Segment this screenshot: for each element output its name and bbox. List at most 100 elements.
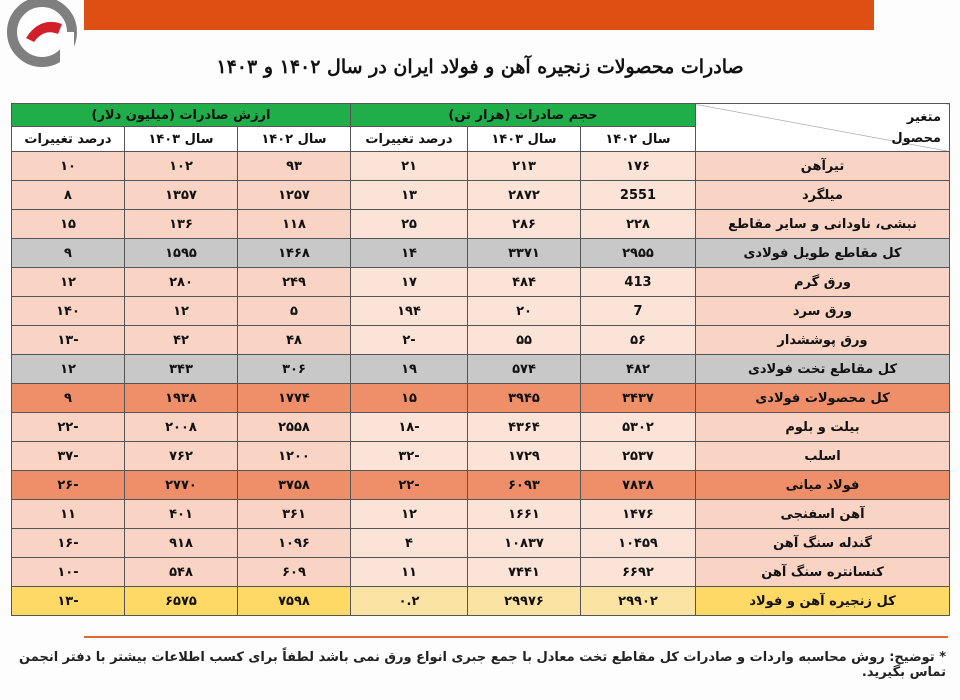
value-1402-cell: ۱۴۶۸: [237, 238, 351, 268]
volume-1403-cell: ۱۷۲۹: [467, 441, 581, 471]
corner-variable-label: متغیر: [906, 110, 941, 125]
value-change-cell: ۱۴۰: [11, 296, 125, 326]
volume-1403-cell: ۳۳۷۱: [467, 238, 581, 268]
value-1403-cell: ۳۴۳: [124, 354, 238, 384]
value-1402-cell: ۱۲۰۰: [237, 441, 351, 471]
volume-1402-cell: 2551: [580, 180, 696, 210]
table-row: کل مقاطع تخت فولادی ۴۸۲ ۵۷۴ ۱۹ ۳۰۶ ۳۴۳ ۱۲: [11, 354, 950, 384]
volume-1402-cell: ۷۸۳۸: [580, 470, 696, 500]
volume-1402-cell: ۱۰۴۵۹: [580, 528, 696, 558]
product-name-cell: نبشی، ناودانی و سایر مقاطع: [695, 209, 950, 239]
export-table: متغیر محصول حجم صادرات (هزار تن) ارزش صا…: [11, 103, 950, 616]
volume-1402-cell: ۳۴۳۷: [580, 383, 696, 413]
volume-1403-cell: ۵۷۴: [467, 354, 581, 384]
volume-1403-cell: ۲۸۶: [467, 209, 581, 239]
volume-1402-cell: ۲۹۹۰۲: [580, 586, 696, 616]
value-change-cell: ۱۲: [11, 267, 125, 297]
volume-1402-cell: ۵۶: [580, 325, 696, 355]
value-1403-cell: ۹۱۸: [124, 528, 238, 558]
value-1403-cell: ۱۳۶: [124, 209, 238, 239]
volume-1403-cell: ۲۸۷۲: [467, 180, 581, 210]
volume-1402-cell: ۲۲۸: [580, 209, 696, 239]
footnote: * توضیح: روش محاسبه واردات و صادرات کل م…: [19, 650, 946, 680]
value-1403-cell: ۱۳۵۷: [124, 180, 238, 210]
value-group-header: ارزش صادرات (میلیون دلار): [11, 103, 351, 127]
value-change-cell: -۲۲: [11, 412, 125, 442]
value-1402-cell: ۶۰۹: [237, 557, 351, 587]
value-change-cell: ۱۲: [11, 354, 125, 384]
value-change-cell: ۱۵: [11, 209, 125, 239]
value-change-cell: -۱۶: [11, 528, 125, 558]
product-name-cell: کل مقاطع طویل فولادی: [695, 238, 950, 268]
volume-change-cell: ۱۷: [350, 267, 468, 297]
value-change-cell: -۱۳: [11, 325, 125, 355]
table-row: آهن اسفنجی ۱۴۷۶ ۱۶۶۱ ۱۲ ۳۶۱ ۴۰۱ ۱۱: [11, 499, 950, 529]
product-name-cell: ورق گرم: [695, 267, 950, 297]
volume-change-cell: ۱۳: [350, 180, 468, 210]
volume-1403-cell: ۷۴۴۱: [467, 557, 581, 587]
volume-change-cell: ۱۴: [350, 238, 468, 268]
product-name-cell: ورق پوششدار: [695, 325, 950, 355]
value-1402-cell: ۱۲۵۷: [237, 180, 351, 210]
table-row: کل محصولات فولادی ۳۴۳۷ ۳۹۴۵ ۱۵ ۱۷۷۴ ۱۹۳۸ ۹: [11, 383, 950, 413]
volume-1403-cell: ۴۳۶۴: [467, 412, 581, 442]
volume-change-cell: ۰.۲: [350, 586, 468, 616]
value-1403-cell: ۵۴۸: [124, 557, 238, 587]
volume-1402-cell: ۲۵۳۷: [580, 441, 696, 471]
value-1402-cell: ۳۶۱: [237, 499, 351, 529]
product-name-cell: بیلت و بلوم: [695, 412, 950, 442]
volume-1403-cell: ۴۸۴: [467, 267, 581, 297]
value-1402-cell: ۹۳: [237, 151, 351, 181]
value-1403-cell: ۲۸۰: [124, 267, 238, 297]
value-change-cell: ۸: [11, 180, 125, 210]
value-1403-cell: ۲۷۷۰: [124, 470, 238, 500]
value-1402-cell: ۳۰۶: [237, 354, 351, 384]
value-1403-cell: ۱۹۳۸: [124, 383, 238, 413]
volume-change-cell: ۲۵: [350, 209, 468, 239]
volume-change-cell: -۲۲: [350, 470, 468, 500]
volume-1402-cell: ۱۷۶: [580, 151, 696, 181]
volume-change-cell: -۳۲: [350, 441, 468, 471]
value-1403-cell: ۴۰۱: [124, 499, 238, 529]
value-1403-cell: ۶۵۷۵: [124, 586, 238, 616]
volume-change-header: درصد تغییرات: [350, 126, 468, 152]
volume-1403-header: سال ۱۴۰۳: [467, 126, 581, 152]
value-1403-cell: ۱۵۹۵: [124, 238, 238, 268]
product-name-cell: کل زنجیره آهن و فولاد: [695, 586, 950, 616]
table-row: فولاد میانی ۷۸۳۸ ۶۰۹۳ -۲۲ ۳۷۵۸ ۲۷۷۰ -۲۶: [11, 470, 950, 500]
value-1403-cell: ۴۲: [124, 325, 238, 355]
value-1403-cell: ۱۰۲: [124, 151, 238, 181]
value-change-cell: -۲۶: [11, 470, 125, 500]
product-name-cell: آهن اسفنجی: [695, 499, 950, 529]
volume-1402-cell: 413: [580, 267, 696, 297]
association-logo-icon: [7, 0, 77, 67]
volume-change-cell: -۲: [350, 325, 468, 355]
value-change-cell: ۱۱: [11, 499, 125, 529]
volume-1403-cell: ۱۶۶۱: [467, 499, 581, 529]
volume-1403-cell: ۲۹۹۷۶: [467, 586, 581, 616]
product-name-cell: گندله سنگ آهن: [695, 528, 950, 558]
table-row: ورق سرد 7 ۲۰ ۱۹۴ ۵ ۱۲ ۱۴۰: [11, 296, 950, 326]
volume-1403-cell: ۱۰۸۳۷: [467, 528, 581, 558]
page-title: صادرات محصولات زنجیره آهن و فولاد ایران …: [216, 56, 744, 78]
value-1402-header: سال ۱۴۰۲: [237, 126, 351, 152]
value-1402-cell: ۱۰۹۶: [237, 528, 351, 558]
value-change-cell: ۹: [11, 238, 125, 268]
volume-1403-cell: ۲۰: [467, 296, 581, 326]
value-1403-cell: ۱۲: [124, 296, 238, 326]
value-1403-header: سال ۱۴۰۳: [124, 126, 238, 152]
table-row: کنسانتره سنگ آهن ۶۶۹۲ ۷۴۴۱ ۱۱ ۶۰۹ ۵۴۸ -۱۰: [11, 557, 950, 587]
value-1402-cell: ۱۷۷۴: [237, 383, 351, 413]
corner-product-label: محصول: [891, 131, 941, 146]
volume-change-cell: ۱۲: [350, 499, 468, 529]
product-name-cell: تیرآهن: [695, 151, 950, 181]
value-1402-cell: ۲۵۵۸: [237, 412, 351, 442]
product-name-cell: کل مقاطع تخت فولادی: [695, 354, 950, 384]
volume-1402-cell: ۶۶۹۲: [580, 557, 696, 587]
table-row: ورق پوششدار ۵۶ ۵۵ -۲ ۴۸ ۴۲ -۱۳: [11, 325, 950, 355]
value-1403-cell: ۷۶۲: [124, 441, 238, 471]
volume-1402-cell: 7: [580, 296, 696, 326]
value-1402-cell: ۵: [237, 296, 351, 326]
value-change-cell: -۱۳: [11, 586, 125, 616]
value-1403-cell: ۲۰۰۸: [124, 412, 238, 442]
